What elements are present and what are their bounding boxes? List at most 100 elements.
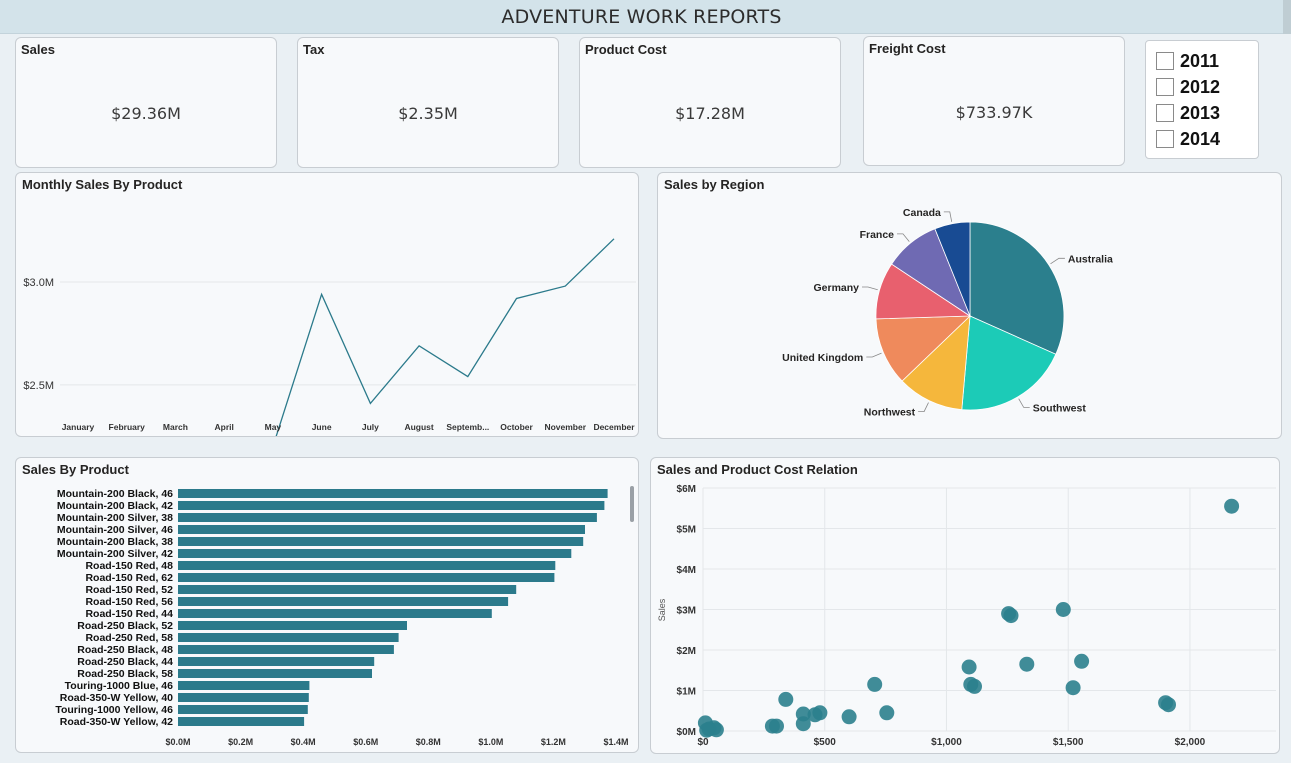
bar xyxy=(178,669,372,678)
sales-by-product-title: Sales By Product xyxy=(22,462,129,477)
bar xyxy=(178,549,572,558)
scatter-point xyxy=(867,676,883,692)
kpi-value: $17.28M xyxy=(675,104,745,123)
pie-label: United Kingdom xyxy=(782,352,863,364)
scatter-point xyxy=(1055,602,1071,617)
year-label: 2013 xyxy=(1180,102,1221,123)
bar xyxy=(178,597,509,606)
scatter-point xyxy=(841,709,857,725)
x-tick-label: July xyxy=(362,422,379,432)
checkbox-icon[interactable] xyxy=(1156,104,1174,122)
pie-slice xyxy=(969,221,1065,355)
scatter-point xyxy=(764,718,780,734)
bar xyxy=(178,609,492,618)
x-tick-label: Septemb... xyxy=(446,422,489,432)
monthly-sales-title: Monthly Sales By Product xyxy=(22,177,183,192)
kpi-label: Tax xyxy=(303,42,325,57)
kpi-label: Freight Cost xyxy=(869,41,946,56)
bar-category-label: Mountain-200 Silver, 38 xyxy=(57,512,173,524)
kpi-value: $29.36M xyxy=(111,104,181,123)
bar-category-label: Road-250 Black, 48 xyxy=(77,644,173,656)
pie-leader-line xyxy=(1018,398,1030,408)
pie-label: Germany xyxy=(814,282,860,294)
scatter-point xyxy=(1224,498,1240,514)
bar-category-label: Road-250 Black, 58 xyxy=(77,668,173,680)
y-tick-label: $3.0M xyxy=(23,277,54,289)
bar xyxy=(178,705,308,714)
x-tick-label: August xyxy=(404,422,433,432)
pie-label: Northwest xyxy=(864,407,916,419)
scatter-point xyxy=(879,705,895,721)
bar xyxy=(178,657,375,666)
x-tick-label: April xyxy=(214,422,233,432)
bar-category-label: Road-150 Red, 44 xyxy=(85,608,173,620)
report-title: ADVENTURE WORK REPORTS xyxy=(501,6,782,28)
y-tick-label: $0M xyxy=(677,727,696,738)
year-option-2012[interactable]: 2012 xyxy=(1156,76,1220,98)
year-option-2013[interactable]: 2013 xyxy=(1156,102,1220,124)
bar-category-label: Road-150 Red, 52 xyxy=(85,584,173,596)
sales-by-region-title: Sales by Region xyxy=(664,177,765,192)
year-option-2011[interactable]: 2011 xyxy=(1156,50,1219,72)
scrollbar-thumb[interactable] xyxy=(630,486,634,522)
monthly-sales-panel: Monthly Sales By Product $2.0M$2.5M$3.0M… xyxy=(15,172,639,437)
pie-label: Southwest xyxy=(1033,402,1087,414)
scatter-point xyxy=(1003,608,1019,624)
checkbox-icon[interactable] xyxy=(1156,130,1174,148)
x-tick-label: March xyxy=(163,422,188,432)
sales-line xyxy=(275,238,615,436)
bar-category-label: Road-350-W Yellow, 40 xyxy=(60,692,173,704)
bar-category-label: Mountain-200 Black, 38 xyxy=(57,536,173,548)
bar xyxy=(178,561,556,570)
scatter-point xyxy=(961,659,977,675)
bar-category-label: Road-150 Red, 48 xyxy=(85,560,173,572)
bar xyxy=(178,573,555,582)
pie-leader-line xyxy=(1050,257,1065,265)
x-tick-label: $0.4M xyxy=(291,737,316,747)
bar-category-label: Mountain-200 Black, 46 xyxy=(57,488,173,500)
checkbox-icon[interactable] xyxy=(1156,52,1174,70)
scatter-point xyxy=(778,691,794,707)
kpi-card-tax: Tax $2.35M xyxy=(297,37,559,168)
checkbox-icon[interactable] xyxy=(1156,78,1174,96)
bar xyxy=(178,525,585,534)
report-title-bar: ADVENTURE WORK REPORTS xyxy=(0,0,1291,34)
title-bar-edge xyxy=(1283,0,1291,34)
pie-leader-line xyxy=(897,233,910,242)
year-label: 2012 xyxy=(1180,76,1221,97)
y-tick-label: $4M xyxy=(677,565,696,576)
bar xyxy=(178,621,407,630)
year-option-2014[interactable]: 2014 xyxy=(1156,128,1220,150)
scatter-point xyxy=(699,722,715,738)
kpi-card-sales: Sales $29.36M xyxy=(15,37,277,168)
scatter-point xyxy=(1019,656,1035,672)
bar xyxy=(178,645,394,654)
bar xyxy=(178,717,305,726)
bar-category-label: Touring-1000 Yellow, 46 xyxy=(55,704,173,716)
year-label: 2011 xyxy=(1180,50,1220,71)
scatter-point xyxy=(807,707,823,723)
kpi-label: Sales xyxy=(21,42,55,57)
scatter-point xyxy=(795,716,811,732)
pie-slice xyxy=(934,221,971,317)
monthly-sales-line-chart: $2.0M$2.5M$3.0MJanuaryFebruaryMarchApril… xyxy=(23,238,636,436)
sales-cost-relation-title: Sales and Product Cost Relation xyxy=(657,462,858,477)
kpi-card-product-cost: Product Cost $17.28M xyxy=(579,37,841,168)
y-axis-title: Sales xyxy=(657,598,667,621)
y-tick-label: $1M xyxy=(677,687,696,698)
sales-by-region-panel: Sales by Region Australia Southwest Northw… xyxy=(657,172,1282,439)
x-tick-label: November xyxy=(544,422,586,432)
year-label: 2014 xyxy=(1180,128,1221,149)
scatter-point xyxy=(1161,697,1176,713)
x-tick-label: October xyxy=(500,422,533,432)
pie-slice xyxy=(961,315,1057,411)
x-tick-label: December xyxy=(593,422,635,432)
x-tick-label: $0 xyxy=(697,737,709,748)
bar-category-label: Touring-1000 Blue, 46 xyxy=(65,680,173,692)
pie-slice xyxy=(901,314,971,411)
y-tick-label: $5M xyxy=(677,525,696,536)
pie-leader-line xyxy=(918,402,929,413)
scatter-point xyxy=(1065,680,1081,696)
x-tick-label: February xyxy=(109,422,146,432)
year-slicer: 2011 2012 2013 2014 xyxy=(1145,40,1259,159)
